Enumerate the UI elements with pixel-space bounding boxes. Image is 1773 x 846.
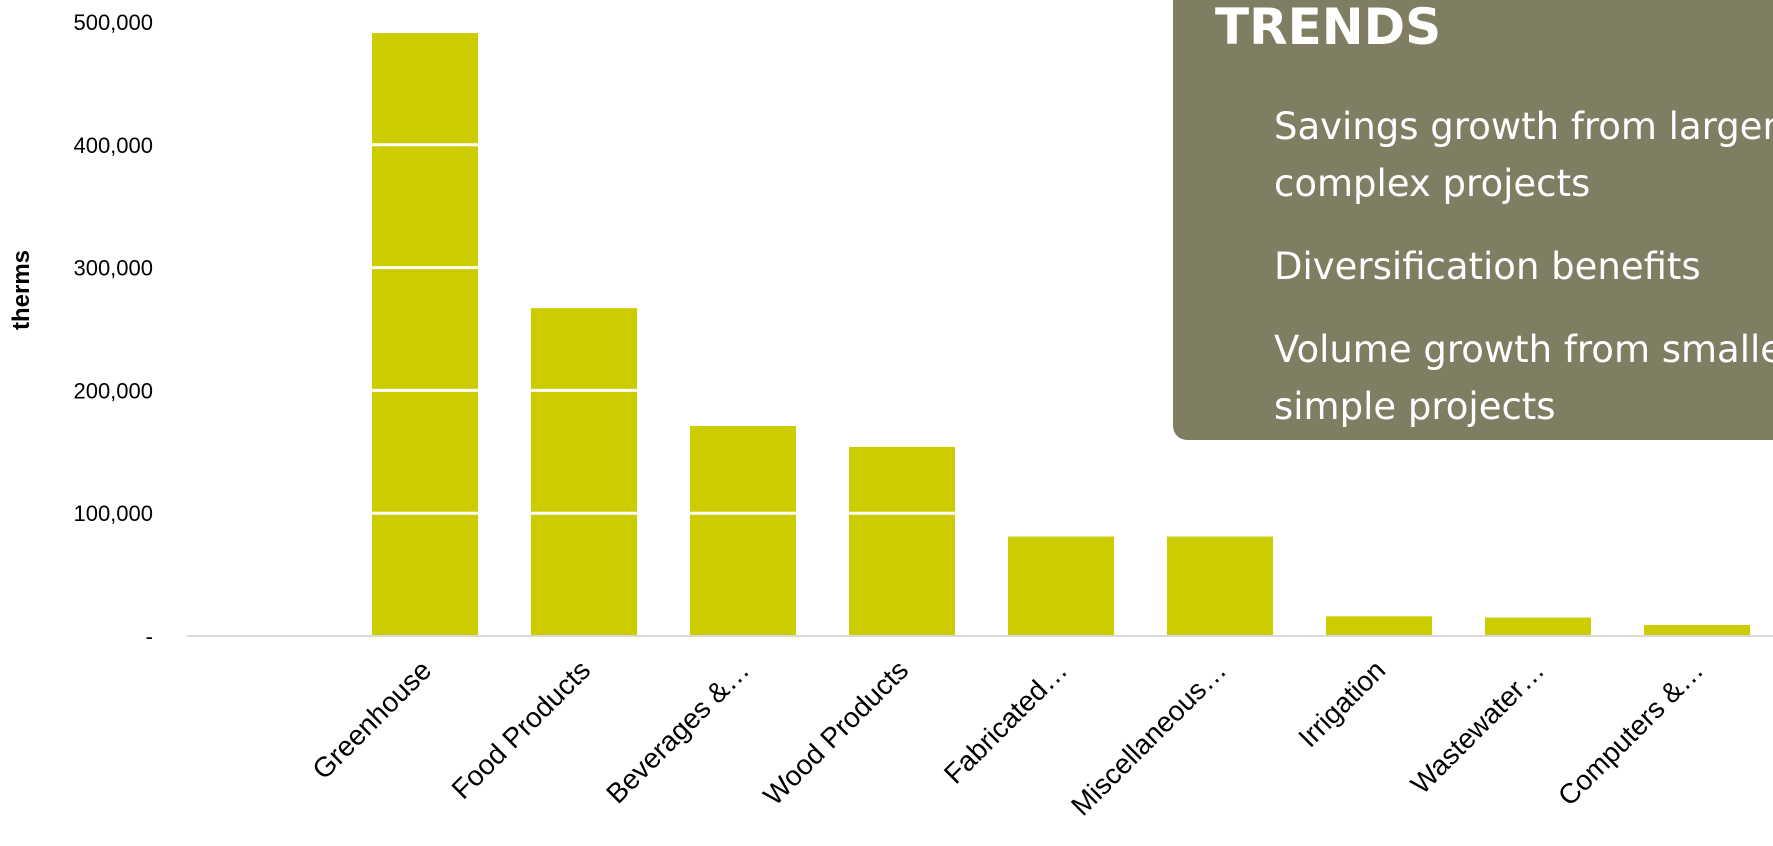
y-tick-label: 200,000 [73, 378, 153, 403]
trend-item: Diversification benefits [1274, 238, 1773, 295]
x-category-label: Fabricated… [938, 654, 1073, 789]
trend-item-line: Diversification benefits [1274, 245, 1701, 288]
trend-item-line: simple projects [1274, 385, 1556, 428]
x-category-label: Irrigation [1292, 654, 1391, 753]
y-tick-label: 500,000 [73, 10, 153, 35]
y-tick-label: 100,000 [73, 501, 153, 526]
bar [531, 308, 637, 636]
bar [1644, 624, 1750, 636]
y-axis-ticks: - 100,000 200,000 300,000 400,000 500,000 [73, 10, 153, 649]
bar [372, 33, 478, 636]
trend-item-line: complex projects [1274, 162, 1591, 205]
x-category-label: Beverages &… [600, 654, 755, 809]
y-axis-label: therms [8, 250, 35, 330]
bar [849, 446, 955, 636]
bar [1008, 536, 1114, 636]
x-category-label: Wood Products [757, 654, 914, 811]
y-tick-label: 400,000 [73, 133, 153, 158]
category-labels: Greenhouse Food Products Beverages &… Wood … [306, 654, 1709, 821]
x-category-label: Wastewater… [1405, 654, 1551, 800]
x-category-label: Food Products [446, 654, 597, 805]
x-category-label: Miscellaneous… [1065, 654, 1232, 821]
x-category-label: Computers &… [1552, 654, 1709, 811]
trend-item-line: Savings growth from larger, [1274, 105, 1773, 148]
x-category-label: Greenhouse [306, 654, 437, 785]
y-tick-label: - [146, 624, 153, 649]
y-tick-label: 300,000 [73, 256, 153, 281]
trend-item: Savings growth from larger, complex proje… [1274, 98, 1773, 212]
trends-panel: TRENDS Savings growth from larger, comple… [1173, 0, 1773, 440]
bar [1326, 616, 1432, 636]
bars [372, 33, 1750, 636]
trend-item-line: Volume growth from smaller, [1274, 328, 1773, 371]
trends-list: Savings growth from larger, complex proje… [1274, 98, 1773, 461]
bar [690, 426, 796, 636]
trend-item: Volume growth from smaller, simple projec… [1274, 321, 1773, 435]
bar [1485, 617, 1591, 636]
bar [1167, 536, 1273, 636]
trends-title: TRENDS [1215, 0, 1442, 56]
